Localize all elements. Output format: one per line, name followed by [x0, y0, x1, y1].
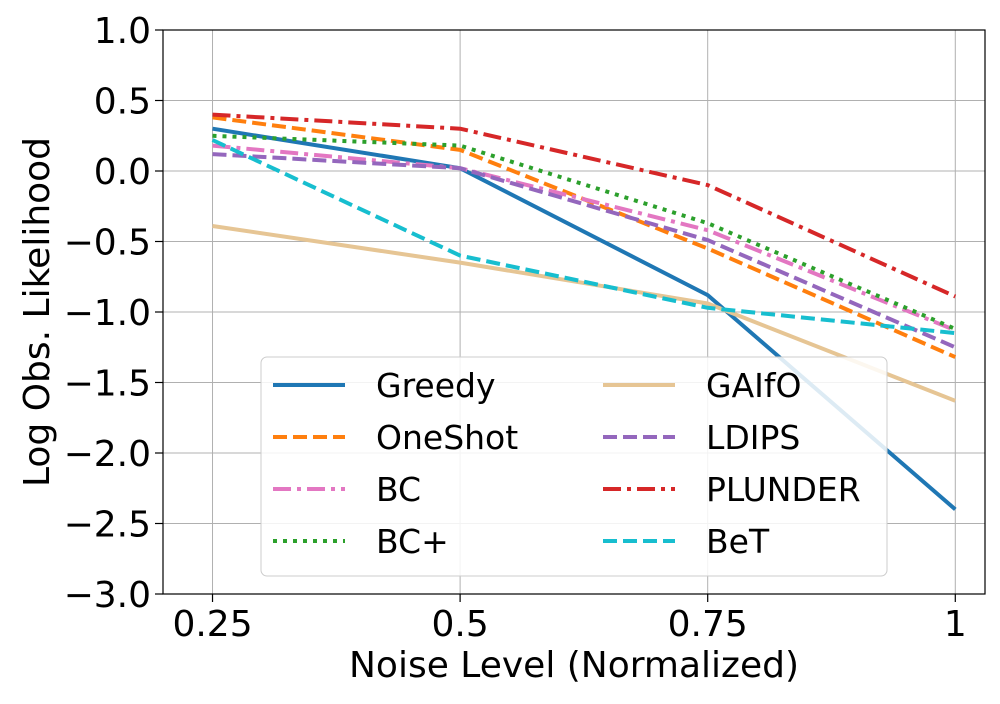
- legend-label-gaifo: GAIfO: [706, 366, 801, 405]
- legend-label-bc-: BC+: [376, 522, 449, 561]
- series-line-bc-: [212, 133, 957, 331]
- y-tick-label-7: −2.5: [64, 505, 151, 546]
- legend-label-ldips: LDIPS: [706, 418, 800, 457]
- x-tick-label-3: 1: [944, 604, 967, 645]
- y-tick-label-6: −2.0: [64, 434, 151, 475]
- legend-label-plunder: PLUNDER: [706, 470, 861, 509]
- y-axis-label: Log Obs. Likelihood: [17, 137, 58, 487]
- legend-box: [260, 356, 888, 577]
- legend-label-bet: BeT: [706, 522, 770, 561]
- y-tick-label-8: −3.0: [64, 575, 151, 616]
- y-tick-label-5: −1.5: [64, 364, 151, 405]
- series-line-ldips: [212, 152, 957, 350]
- y-axis-ticks: 1.0 0.5 0.0 −0.5 −1.0 −1.5 −2.0 −2.5 −3.0: [64, 11, 163, 616]
- series-line-bet: [211, 138, 956, 336]
- series-line-plunder: [212, 112, 957, 299]
- series-line-bc: [212, 143, 957, 333]
- y-tick-label-2: 0.0: [94, 152, 151, 193]
- y-tick-label-4: −1.0: [64, 293, 151, 334]
- x-tick-label-2: 0.75: [668, 604, 748, 645]
- legend-label-oneshot: OneShot: [376, 418, 518, 457]
- y-tick-label-1: 0.5: [94, 82, 151, 123]
- y-tick-label-3: −0.5: [64, 223, 151, 264]
- x-axis-label: Noise Level (Normalized): [349, 645, 799, 686]
- legend-label-greedy: Greedy: [376, 366, 496, 405]
- legend-label-bc: BC: [376, 470, 421, 509]
- y-tick-label-0: 1.0: [94, 11, 151, 52]
- x-axis-ticks: 0.25 0.5 0.75 1: [172, 594, 967, 645]
- x-tick-label-1: 0.5: [431, 604, 488, 645]
- legend: Greedy OneShot BC BC+ GAIfO LDIPS PLUNDER BeT: [260, 356, 888, 577]
- x-tick-label-0: 0.25: [172, 604, 252, 645]
